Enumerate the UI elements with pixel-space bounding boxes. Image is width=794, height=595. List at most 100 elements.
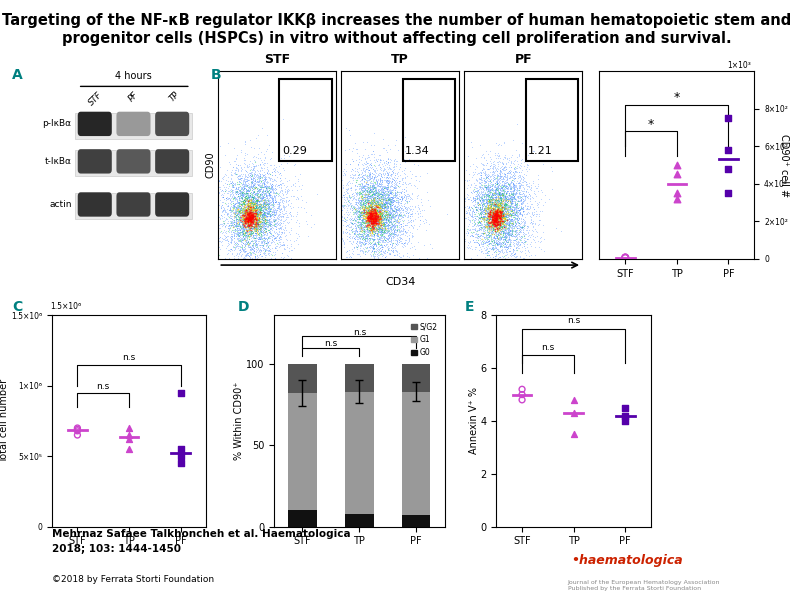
Point <box>369 178 382 188</box>
Point <box>486 195 499 205</box>
Point <box>503 171 516 181</box>
Point <box>395 198 407 208</box>
Point <box>495 179 508 189</box>
Point <box>490 198 503 207</box>
Point <box>238 196 251 205</box>
Point <box>364 214 376 223</box>
Point <box>260 227 272 236</box>
Point <box>376 226 388 236</box>
Point <box>384 230 397 239</box>
Point <box>249 252 262 261</box>
Point <box>376 235 389 245</box>
Point <box>242 205 255 214</box>
Point <box>245 174 257 184</box>
Point <box>244 250 256 260</box>
Point <box>407 216 420 226</box>
Point <box>468 196 480 205</box>
Point <box>518 216 531 226</box>
Point <box>349 200 362 209</box>
Point <box>386 205 399 215</box>
Point <box>491 207 503 217</box>
Point <box>232 215 245 224</box>
Point <box>376 211 388 220</box>
Point <box>372 178 385 187</box>
Point <box>371 221 384 230</box>
Point <box>498 204 511 214</box>
Point <box>372 191 384 201</box>
Point <box>379 228 391 237</box>
Point <box>276 198 288 207</box>
Point <box>495 199 508 209</box>
Point <box>220 193 233 203</box>
Point <box>372 198 384 208</box>
Point <box>358 201 371 210</box>
Point <box>487 216 499 226</box>
Point <box>477 224 490 234</box>
Point <box>363 186 376 196</box>
Point <box>357 189 370 199</box>
Point <box>345 202 358 211</box>
Point <box>245 198 257 208</box>
Point <box>363 217 376 226</box>
Point <box>492 199 505 208</box>
Point <box>492 237 505 246</box>
Point <box>247 196 260 206</box>
Point <box>491 151 504 161</box>
Point <box>232 221 245 231</box>
Point <box>246 241 259 250</box>
Point <box>366 241 379 250</box>
Point <box>487 228 499 238</box>
Point <box>491 206 504 216</box>
Point <box>246 192 259 202</box>
Point <box>236 189 249 198</box>
Point <box>365 198 378 207</box>
Point <box>376 220 389 229</box>
Point <box>267 177 279 186</box>
Point <box>508 238 521 248</box>
Point <box>242 218 255 227</box>
Point <box>367 226 380 236</box>
Point <box>274 180 287 189</box>
Point <box>270 207 283 217</box>
Point <box>360 183 372 192</box>
Point <box>368 246 380 256</box>
Point <box>355 221 368 230</box>
Point <box>480 226 493 236</box>
Point <box>354 210 367 220</box>
Point <box>362 193 375 202</box>
Point <box>353 206 365 216</box>
Point <box>227 245 240 255</box>
Point <box>237 231 249 240</box>
Point <box>482 195 495 204</box>
Point <box>481 183 494 192</box>
Point <box>383 208 395 217</box>
Point <box>494 209 507 218</box>
Point <box>495 223 508 233</box>
Point <box>234 230 247 239</box>
Point <box>226 220 239 230</box>
Point <box>357 227 370 236</box>
Point <box>252 205 265 215</box>
Point <box>390 230 403 240</box>
Point <box>240 189 252 198</box>
Point <box>484 217 497 227</box>
Point <box>230 192 243 202</box>
Point <box>390 207 403 217</box>
Point <box>238 230 251 240</box>
Point <box>244 208 256 218</box>
Point <box>252 216 264 226</box>
Point <box>227 254 240 264</box>
Point <box>375 165 387 175</box>
Point <box>477 241 490 250</box>
Point <box>247 194 260 203</box>
Point <box>499 214 511 224</box>
Point <box>532 211 545 220</box>
Point <box>246 176 259 186</box>
Point <box>380 184 393 193</box>
Point <box>353 225 365 234</box>
Point <box>255 217 268 227</box>
Point <box>399 230 411 240</box>
Point <box>233 213 245 223</box>
Point <box>488 219 500 228</box>
Point <box>488 234 500 243</box>
